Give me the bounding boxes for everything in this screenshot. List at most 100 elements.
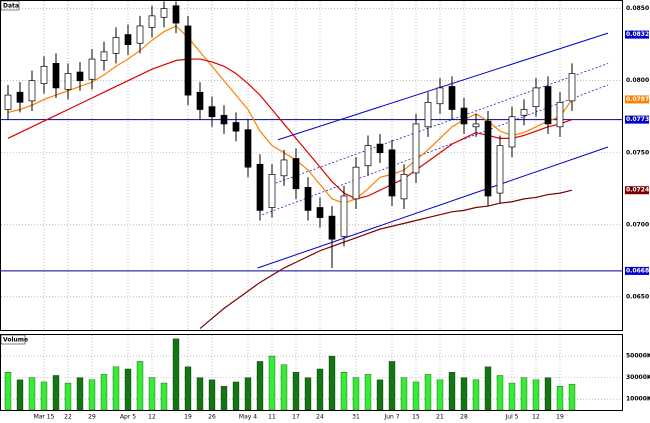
candle-body: [388, 149, 396, 197]
x-tick-label: 12: [532, 414, 540, 421]
volume-bar: [148, 377, 156, 411]
candle-body: [220, 114, 228, 125]
volume-bar: [448, 372, 456, 411]
moving-average: [199, 189, 573, 330]
volume-bar: [520, 377, 528, 411]
price-marker: [625, 115, 649, 124]
candle-body: [4, 94, 12, 110]
volume-bar: [532, 379, 540, 411]
x-tick-label: 15: [412, 414, 420, 421]
x-tick-label: 28: [460, 414, 468, 421]
candle-body: [568, 73, 576, 102]
volume-bar: [244, 377, 252, 411]
candle-body: [208, 106, 216, 118]
volume-bar: [304, 377, 312, 411]
price-marker-label: 0.0668: [626, 267, 649, 274]
volume-bar: [40, 381, 48, 411]
candle-body: [268, 174, 276, 208]
volume-bar: [112, 366, 120, 411]
volume-bar: [172, 338, 180, 411]
candle-body: [436, 87, 444, 105]
volume-bar: [100, 374, 108, 411]
candle-body: [556, 101, 564, 128]
volume-bar: [364, 374, 372, 411]
volume-bar: [196, 377, 204, 411]
candle-body: [244, 129, 252, 168]
volume-bar: [256, 361, 264, 411]
volume-bar: [328, 355, 336, 411]
volume-tick-label: 10000K: [626, 396, 650, 403]
volume-bar: [556, 386, 564, 411]
volume-bar: [496, 375, 504, 411]
volume-bar: [460, 377, 468, 411]
x-tick-label: 24: [316, 414, 324, 421]
volume-bar: [544, 377, 552, 411]
volume-tick-label: 50000K: [626, 353, 650, 360]
volume-bar: [268, 355, 276, 411]
x-tick-label: May 4: [239, 414, 257, 421]
candle-body: [484, 120, 492, 197]
candle-body: [412, 123, 420, 174]
volume-bar: [412, 381, 420, 411]
candle-body: [304, 186, 312, 211]
volume-bar: [484, 366, 492, 411]
candle-body: [16, 91, 24, 103]
x-tick-label: Jun 7: [383, 414, 399, 421]
candle-body: [172, 5, 180, 24]
candle-body: [40, 65, 48, 84]
candle-body: [184, 25, 192, 96]
candle-body: [544, 86, 552, 125]
candle-body: [100, 51, 108, 61]
candle-body: [520, 109, 528, 116]
volume-bar: [64, 382, 72, 411]
candle-body: [340, 195, 348, 237]
x-tick-label: 17: [292, 414, 300, 421]
trend-line: [262, 84, 609, 216]
price-marker: [625, 95, 649, 104]
volume-bar: [124, 368, 132, 411]
candle-body: [508, 116, 516, 148]
candle-body: [196, 91, 204, 110]
y-tick-label: 0.0850: [626, 5, 649, 12]
candle-body: [52, 63, 60, 89]
moving-average: [7, 25, 573, 204]
volume-bar: [376, 379, 384, 411]
volume-bar: [340, 372, 348, 411]
trend-line: [277, 32, 609, 141]
chart-title: Data: [3, 3, 19, 10]
volume-bar: [280, 364, 288, 411]
volume-bar: [220, 386, 228, 411]
volume-title: Volume: [3, 337, 28, 344]
candle-body: [472, 123, 480, 128]
candle-body: [460, 107, 468, 125]
title-box: [0, 0, 20, 11]
volume-bar: [28, 377, 36, 411]
candle-body: [292, 158, 300, 190]
x-tick-label: 19: [184, 414, 192, 421]
price-marker-label: 0.0773: [626, 116, 649, 123]
volume-bar: [52, 375, 60, 411]
candle-body: [232, 122, 240, 132]
x-tick-label: 26: [208, 414, 216, 421]
volume-bar: [568, 383, 576, 411]
candle-body: [496, 145, 504, 194]
trend-line: [257, 146, 609, 269]
volume-title-box: [0, 334, 26, 345]
volume-tick-label: 30000K: [626, 374, 650, 381]
y-tick-label: 0.0800: [626, 77, 649, 84]
volume-bar: [388, 361, 396, 411]
candle-body: [124, 34, 132, 46]
candle-body: [316, 207, 324, 218]
moving-average: [7, 58, 573, 200]
candle-body: [136, 25, 144, 44]
price-marker: [625, 186, 649, 195]
x-tick-label: 12: [148, 414, 156, 421]
y-tick-label: 0.0700: [626, 221, 649, 228]
candle-body: [328, 215, 336, 240]
volume-bar: [16, 379, 24, 411]
volume-bar: [88, 379, 96, 411]
x-tick-label: 21: [436, 414, 444, 421]
x-tick-label: 22: [64, 414, 72, 421]
y-tick-label: 0.0750: [626, 149, 649, 156]
